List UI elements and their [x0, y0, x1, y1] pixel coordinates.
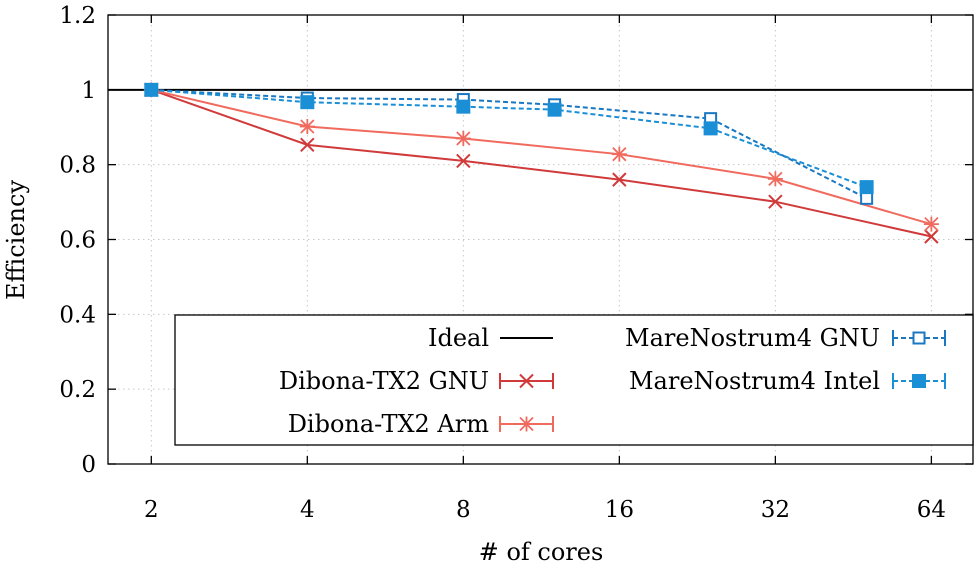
marker-stroke: [612, 172, 627, 187]
legend-label: MareNostrum4 Intel: [629, 367, 880, 395]
y-tick-label: 0.6: [59, 228, 96, 254]
marker-stroke: [456, 153, 471, 169]
data-point: [300, 137, 315, 153]
y-tick-label: 1: [81, 78, 96, 104]
x-axis-title: # of cores: [479, 538, 604, 566]
marker-stroke: [768, 194, 783, 209]
x-tick-label: 4: [300, 497, 315, 523]
series-dibona-tx2-arm: [143, 82, 939, 232]
series-line: [151, 88, 867, 189]
data-point: [300, 95, 315, 110]
data-point: [299, 119, 315, 135]
marker-stroke: [300, 137, 315, 153]
series-line: [151, 88, 868, 200]
x-tick-label: 32: [761, 497, 790, 523]
data-point: [767, 171, 783, 187]
y-tick-label: 0: [81, 452, 96, 478]
y-tick-label: 0.4: [59, 302, 96, 328]
x-tick-label: 16: [605, 497, 634, 523]
x-tick-label: 64: [917, 497, 946, 523]
data-point: [456, 153, 471, 169]
data-point: [547, 102, 562, 117]
tick-labels: 0 0.2 0.4 0.6 0.8 1 1.2 2 4 8 16 32 64: [59, 3, 946, 523]
legend-label: Dibona-TX2 Arm: [288, 410, 490, 438]
legend-label: Ideal: [428, 324, 489, 352]
legend: Ideal Dibona-TX2 GNU Dibona-TX2 Arm MareNos…: [174, 314, 974, 446]
data-point: [859, 180, 874, 195]
legend-box: [174, 314, 974, 446]
legend-entry: MareNostrum4 Intel: [629, 367, 946, 395]
legend-label: Dibona-TX2 GNU: [279, 367, 489, 395]
legend-marker: [519, 416, 534, 432]
series-line: [151, 88, 932, 226]
data-point: [144, 82, 159, 97]
data-point: [611, 146, 627, 162]
series-marenostrum4-gnu: [144, 83, 874, 205]
marker-stroke: [519, 373, 534, 389]
data-point: [860, 191, 874, 205]
marker-stroke: [924, 229, 939, 244]
legend-entry: Dibona-TX2 GNU: [279, 367, 554, 395]
y-tick-label: 0.8: [59, 153, 96, 179]
y-tick-label: 1.2: [59, 3, 96, 29]
data-point: [923, 216, 939, 232]
series-marenostrum4-intel: [144, 82, 874, 195]
series-line: [150, 88, 932, 238]
legend-entry: Ideal: [428, 324, 553, 352]
data-point: [924, 229, 939, 244]
series-lines: [108, 82, 973, 244]
y-tick-label: 0.2: [59, 377, 96, 403]
series-dibona-tx2-gnu: [144, 82, 939, 244]
legend-entry: Dibona-TX2 Arm: [288, 410, 554, 438]
data-point: [703, 121, 718, 136]
data-point: [612, 172, 627, 187]
y-axis-title: Efficiency: [2, 180, 30, 300]
data-point: [456, 99, 471, 114]
legend-marker: [912, 374, 926, 388]
legend-label: MareNostrum4 GNU: [625, 324, 880, 352]
data-point: [455, 130, 471, 146]
data-point: [768, 194, 783, 209]
legend-entry: MareNostrum4 GNU: [625, 324, 946, 352]
legend-marker: [519, 373, 534, 389]
legend-marker: [912, 331, 926, 345]
x-tick-label: 2: [144, 497, 159, 523]
x-tick-label: 8: [456, 497, 471, 523]
